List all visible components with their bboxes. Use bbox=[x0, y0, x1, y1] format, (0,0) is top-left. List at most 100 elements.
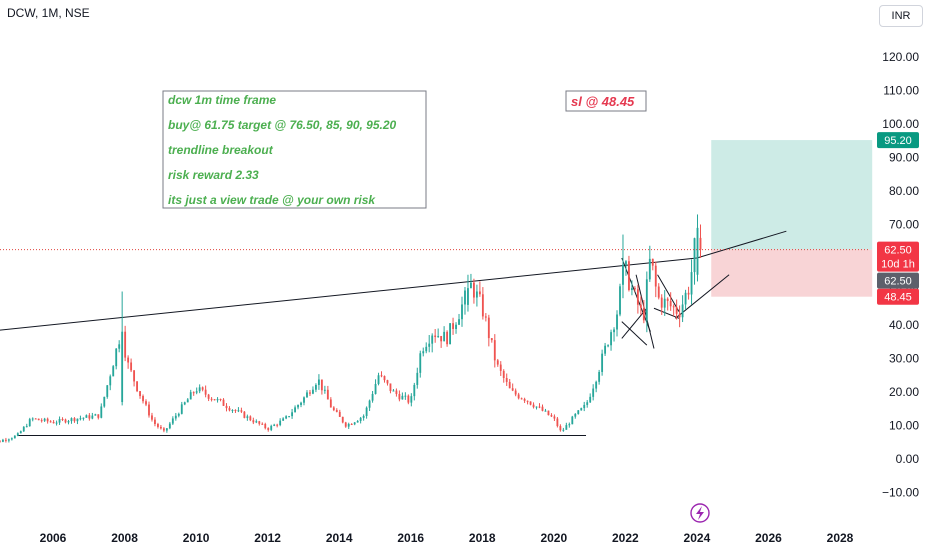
candle-body bbox=[377, 375, 380, 384]
price-badges: 95.20 62.50 10d 1h 62.50 48.45 bbox=[877, 132, 919, 305]
pattern-line[interactable] bbox=[621, 257, 651, 332]
candle-body bbox=[124, 331, 127, 358]
x-tick-label: 2006 bbox=[40, 531, 67, 545]
price-badge bbox=[877, 288, 919, 305]
candle-body bbox=[654, 265, 657, 287]
candle-body bbox=[189, 392, 192, 400]
candle-body bbox=[553, 416, 556, 419]
candle-body bbox=[437, 336, 440, 338]
currency-button[interactable]: INR bbox=[879, 5, 923, 27]
note-line: trendline breakout bbox=[168, 143, 274, 157]
price-axis[interactable]: 120.00110.00100.0090.0080.0070.0060.0050… bbox=[882, 50, 919, 500]
candles-layer bbox=[0, 214, 702, 443]
candle-body bbox=[22, 426, 25, 432]
candle-body bbox=[616, 314, 618, 330]
stop-zone[interactable] bbox=[711, 249, 873, 297]
candle-body bbox=[395, 390, 398, 395]
candle-body bbox=[410, 396, 413, 403]
candle-body bbox=[222, 399, 225, 406]
candle-body bbox=[171, 418, 174, 424]
candle-body bbox=[282, 418, 285, 421]
candle-body bbox=[493, 340, 496, 361]
candle-body bbox=[556, 418, 559, 427]
position-zones bbox=[711, 140, 873, 297]
candle-body bbox=[604, 345, 607, 354]
candle-body bbox=[675, 307, 678, 314]
candle-body bbox=[633, 288, 636, 290]
pattern-line[interactable] bbox=[621, 321, 648, 346]
candle-body bbox=[499, 364, 502, 371]
candle-body bbox=[97, 414, 100, 418]
candle-body bbox=[496, 360, 499, 365]
x-tick-label: 2028 bbox=[827, 531, 854, 545]
candle-body bbox=[422, 351, 425, 354]
lightning-icon bbox=[690, 503, 710, 523]
candle-body bbox=[192, 392, 195, 394]
pattern-line[interactable] bbox=[635, 274, 655, 349]
candle-body bbox=[636, 289, 639, 305]
candle-body bbox=[13, 435, 16, 439]
candle-body bbox=[547, 410, 550, 416]
sl-box[interactable] bbox=[565, 90, 647, 112]
y-tick-label: −10.00 bbox=[882, 486, 919, 500]
candle-body bbox=[699, 237, 702, 250]
trendline-0[interactable] bbox=[0, 257, 697, 332]
pattern-line[interactable] bbox=[653, 307, 680, 319]
trendline-1[interactable] bbox=[696, 230, 787, 259]
candle-body bbox=[216, 399, 219, 401]
pattern-line[interactable] bbox=[675, 274, 730, 319]
candle-body bbox=[467, 288, 469, 305]
candle-body bbox=[666, 298, 669, 301]
y-tick-label: 10.00 bbox=[889, 419, 919, 433]
note-box[interactable] bbox=[162, 90, 427, 209]
pattern-line[interactable] bbox=[657, 274, 680, 312]
target-zone[interactable] bbox=[711, 140, 873, 250]
candle-body bbox=[1, 439, 4, 442]
note-line: buy@ 61.75 target @ 76.50, 85, 90, 95.20 bbox=[168, 118, 397, 132]
candle-body bbox=[508, 381, 511, 389]
y-tick-label: 40.00 bbox=[889, 318, 919, 332]
candle-body bbox=[613, 329, 615, 333]
candle-body bbox=[419, 353, 422, 373]
y-tick-label: 110.00 bbox=[883, 84, 919, 98]
candle-body bbox=[425, 346, 428, 352]
candle-body bbox=[470, 282, 472, 289]
candle-body bbox=[46, 418, 49, 422]
candle-body bbox=[177, 413, 180, 416]
candle-body bbox=[464, 290, 466, 305]
candle-body bbox=[538, 406, 541, 408]
pattern-line[interactable] bbox=[621, 307, 648, 339]
candle-body bbox=[625, 261, 627, 265]
candle-body bbox=[270, 425, 273, 430]
candle-body bbox=[10, 438, 13, 440]
candle-body bbox=[168, 423, 171, 429]
time-axis[interactable]: 2006 2008 2010 2012 2014 2016 2018 2020 2022 2024… bbox=[40, 531, 854, 545]
x-tick-label: 2014 bbox=[326, 531, 353, 545]
candle-body bbox=[389, 383, 392, 392]
candle-body bbox=[326, 389, 329, 400]
candle-body bbox=[511, 388, 514, 391]
candle-body bbox=[517, 394, 520, 399]
x-tick-label: 2016 bbox=[397, 531, 424, 545]
candle-body bbox=[234, 410, 237, 412]
candle-body bbox=[204, 389, 207, 395]
candle-body bbox=[669, 300, 672, 307]
candle-body bbox=[94, 414, 97, 416]
candle-body bbox=[73, 418, 76, 422]
candle-body bbox=[118, 344, 121, 349]
candle-body bbox=[16, 433, 19, 436]
candle-body bbox=[452, 323, 454, 329]
candle-body bbox=[186, 399, 189, 403]
candle-body bbox=[619, 286, 621, 315]
candle-body bbox=[201, 387, 204, 390]
candle-body bbox=[136, 381, 138, 392]
price-badge bbox=[877, 132, 919, 149]
candle-body bbox=[383, 376, 386, 381]
candle-body bbox=[461, 304, 463, 320]
candle-body bbox=[252, 420, 255, 423]
price-badge-value: 62.50 bbox=[884, 245, 912, 257]
candle-body bbox=[353, 422, 356, 425]
x-tick-label: 2026 bbox=[755, 531, 782, 545]
candle-body bbox=[133, 370, 136, 382]
